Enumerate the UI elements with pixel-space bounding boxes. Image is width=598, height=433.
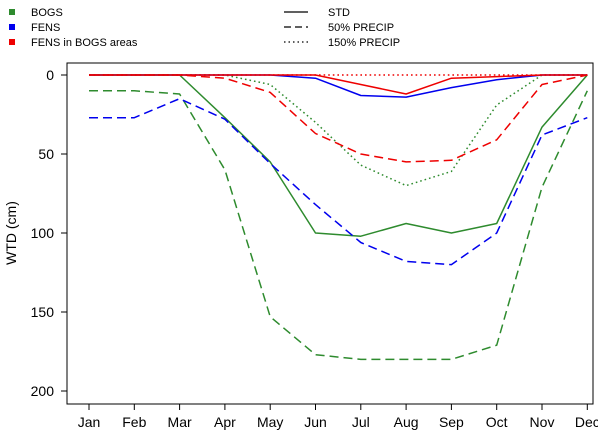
y-tick-label: 200 xyxy=(31,383,55,399)
series-line-bogs-50-precip xyxy=(89,90,588,361)
series-line-fens-50-precip xyxy=(89,97,588,266)
y-tick-label: 100 xyxy=(31,225,55,241)
x-tick-label: Nov xyxy=(530,414,555,430)
legend-label-50pct: 50% PRECIP xyxy=(328,22,394,34)
x-tick-label: Mar xyxy=(168,414,192,430)
x-tick-label: May xyxy=(257,414,283,430)
x-tick-label: Oct xyxy=(486,414,508,430)
legend-label-bogs: BOGS xyxy=(31,7,63,19)
y-tick-label: 150 xyxy=(31,304,55,320)
y-tick-label: 50 xyxy=(38,146,54,162)
y-axis-title: WTD (cm) xyxy=(3,201,19,265)
x-tick-label: Jul xyxy=(352,414,370,430)
x-tick-label: Sep xyxy=(439,414,464,430)
axes: Jan Feb Mar Apr May Jun Jul Aug Sep Oct Nov Dec 0 50 1… xyxy=(31,67,598,430)
legend-label-150pct: 150% PRECIP xyxy=(328,37,400,49)
x-tick-label: Dec xyxy=(575,414,598,430)
x-tick-label: Jan xyxy=(78,414,101,430)
legend-swatch-bogs xyxy=(9,9,15,15)
legend: BOGS FENS FENS in BOGS areas STD 50% PRE… xyxy=(9,7,400,49)
series-line-fens-std xyxy=(89,74,588,98)
legend-swatch-fens-in-bogs xyxy=(9,39,15,45)
series-line-fens-in-bogs-areas-50-precip xyxy=(89,74,588,163)
legend-label-std: STD xyxy=(328,7,350,19)
series-layer xyxy=(89,74,588,361)
y-tick-label: 0 xyxy=(46,67,54,83)
legend-label-fens-in-bogs: FENS in BOGS areas xyxy=(31,37,138,49)
series-line-bogs-150-precip xyxy=(89,74,588,187)
series-line-bogs-std xyxy=(89,74,588,237)
legend-label-fens: FENS xyxy=(31,22,60,34)
x-tick-label: Feb xyxy=(122,414,146,430)
x-tick-label: Jun xyxy=(304,414,327,430)
x-tick-label: Apr xyxy=(214,414,236,430)
x-tick-label: Aug xyxy=(394,414,419,430)
legend-swatch-fens xyxy=(9,24,15,30)
